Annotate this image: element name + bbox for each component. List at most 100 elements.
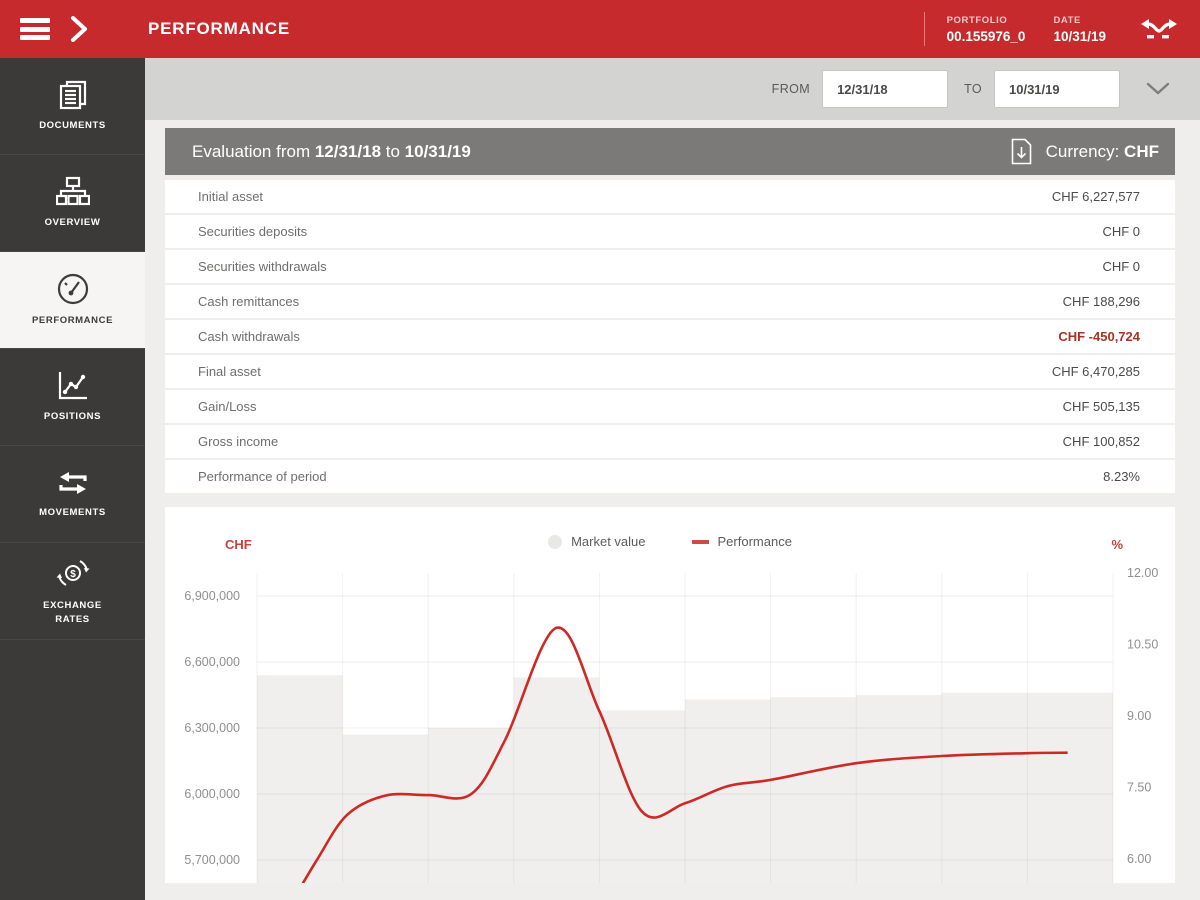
page-title: PERFORMANCE — [148, 19, 290, 38]
evaluation-table: Initial asset CHF 6,227,577 Securities dep… — [165, 180, 1175, 493]
evaluation-header: Evaluation from 12/31/18 to 10/31/19 Cur… — [165, 128, 1175, 175]
sidebar-item-overview[interactable]: OVERVIEW — [0, 155, 145, 252]
sidebar-item-label: OVERVIEW — [44, 216, 101, 228]
chevron-down-icon[interactable] — [1146, 82, 1170, 96]
positions-chart-icon — [58, 371, 87, 399]
sidebar-item-movements[interactable]: MOVEMENTS — [0, 446, 145, 543]
sidebar-item-label: DOCUMENTS — [39, 119, 106, 131]
performance-chart-card: CHF Market value Performance % 6,900,000… — [165, 507, 1175, 883]
table-row: Securities deposits CHF 0 — [165, 215, 1175, 248]
right-axis-tick: 9.00 — [1127, 709, 1151, 723]
right-axis-tick: 10.50 — [1127, 638, 1158, 652]
chart-bar — [941, 692, 1028, 883]
chart-bar — [770, 697, 857, 883]
row-label: Cash remittances — [198, 294, 300, 309]
sidebar-item-documents[interactable]: DOCUMENTS — [0, 58, 145, 155]
to-date-input[interactable] — [994, 70, 1120, 108]
row-value: CHF 188,296 — [1062, 294, 1140, 309]
row-label: Cash withdrawals — [198, 329, 300, 344]
performance-chart: 6,900,000 6,600,000 6,300,000 6,000,000 5,70… — [184, 566, 1158, 883]
row-value: CHF 0 — [1102, 259, 1140, 274]
table-row: Gross income CHF 100,852 — [165, 425, 1175, 458]
download-report-icon[interactable] — [1011, 138, 1032, 165]
sidebar-item-performance[interactable]: PERFORMANCE — [0, 252, 145, 349]
topbar: PERFORMANCE PORTFOLIO 00.155976_0 DATE 1… — [0, 0, 1200, 58]
chevron-right-icon[interactable] — [68, 16, 90, 42]
sidebar: DOCUMENTS OVERVIEW PERFORMANCE — [0, 58, 145, 900]
table-row: Initial asset CHF 6,227,577 — [165, 180, 1175, 213]
sidebar-item-label: MOVEMENTS — [39, 506, 106, 518]
date-value: 10/31/19 — [1053, 28, 1106, 44]
sidebar-item-exchange-rates[interactable]: $ EXCHANGE RATES — [0, 543, 145, 640]
legend-market-value[interactable]: Market value — [548, 534, 646, 549]
row-label: Gain/Loss — [198, 399, 257, 414]
portfolio-block: PORTFOLIO 00.155976_0 — [947, 15, 1026, 44]
from-label: FROM — [771, 82, 811, 96]
left-axis-tick: 5,700,000 — [184, 853, 240, 867]
sidebar-item-label: PERFORMANCE — [31, 314, 114, 326]
chart-legend-row: CHF Market value Performance % — [165, 507, 1175, 563]
portfolio-value: 00.155976_0 — [946, 28, 1026, 44]
row-label: Gross income — [198, 434, 279, 449]
hamburger-menu-icon[interactable] — [20, 18, 50, 40]
topbar-divider — [923, 12, 925, 46]
row-value: CHF 0 — [1102, 224, 1140, 239]
to-label: TO — [964, 82, 982, 96]
performance-gauge-icon — [57, 273, 88, 304]
chart-bar — [513, 677, 600, 883]
row-value: CHF 505,135 — [1062, 399, 1140, 414]
sidebar-item-label: POSITIONS — [43, 410, 102, 422]
row-label: Securities deposits — [198, 224, 308, 239]
main-content: FROM TO Evaluation from 12/31/18 to 10/3… — [145, 58, 1200, 900]
date-label: DATE — [1053, 14, 1081, 26]
chart-bar — [599, 710, 685, 883]
left-axis-tick: 6,300,000 — [184, 721, 240, 735]
documents-icon — [59, 80, 86, 109]
portfolio-label: PORTFOLIO — [946, 14, 1008, 26]
date-block: DATE 10/31/19 — [1053, 15, 1106, 44]
evaluation-title: Evaluation from 12/31/18 to 10/31/19 — [192, 141, 471, 161]
shuffle-swap-icon[interactable] — [1140, 15, 1178, 43]
table-row: Cash remittances CHF 188,296 — [165, 285, 1175, 318]
currency-label: Currency: CHF — [1045, 141, 1159, 161]
left-axis-tick: 6,600,000 — [184, 655, 240, 669]
table-row: Final asset CHF 6,470,285 — [165, 355, 1175, 388]
overview-sitemap-icon — [55, 176, 90, 205]
table-row: Performance of period 8.23% — [165, 460, 1175, 493]
row-label: Performance of period — [198, 469, 327, 484]
row-value: CHF 6,470,285 — [1051, 364, 1140, 379]
chart-bar — [685, 699, 771, 883]
row-value: 8.23% — [1103, 469, 1140, 484]
table-row: Cash withdrawals CHF -450,724 — [165, 320, 1175, 353]
right-axis-tick: 7.50 — [1127, 781, 1151, 795]
date-filter-bar: FROM TO — [145, 58, 1200, 120]
exchange-rates-icon: $ — [56, 559, 89, 586]
right-axis-tick: 6.00 — [1127, 852, 1151, 866]
row-value: CHF 6,227,577 — [1051, 189, 1140, 204]
market-value-dot-icon — [548, 534, 563, 549]
left-axis-tick: 6,000,000 — [184, 787, 240, 801]
left-axis-tick: 6,900,000 — [184, 589, 240, 603]
chart-bar — [1027, 692, 1113, 883]
currency-value: CHF — [1124, 141, 1159, 161]
movements-arrows-icon — [58, 471, 87, 494]
table-row: Securities withdrawals CHF 0 — [165, 250, 1175, 283]
chart-bar — [856, 695, 942, 883]
row-value: CHF 100,852 — [1062, 434, 1140, 449]
table-row: Gain/Loss CHF 505,135 — [165, 390, 1175, 423]
right-axis-unit-label: % — [1111, 537, 1123, 552]
row-label: Securities withdrawals — [198, 259, 327, 274]
sidebar-item-label: EXCHANGE RATES — [43, 599, 102, 625]
row-label: Initial asset — [198, 189, 264, 204]
chart-bar — [257, 675, 343, 883]
from-date-input[interactable] — [822, 70, 949, 108]
right-axis-tick: 12.00 — [1127, 566, 1158, 580]
left-axis-unit-label: CHF — [225, 537, 252, 552]
legend-performance[interactable]: Performance — [691, 534, 792, 549]
row-label: Final asset — [198, 364, 261, 379]
row-value: CHF -450,724 — [1058, 329, 1140, 344]
performance-dash-icon — [691, 539, 709, 544]
svg-text:$: $ — [70, 569, 76, 580]
performance-line — [301, 626, 1068, 883]
sidebar-item-positions[interactable]: POSITIONS — [0, 349, 145, 446]
